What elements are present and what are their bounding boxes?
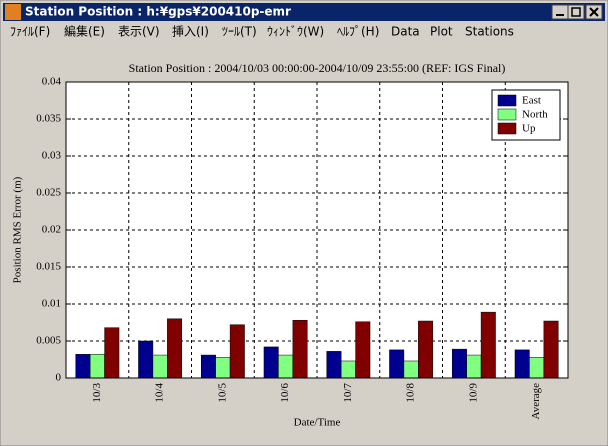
app-icon	[5, 4, 21, 20]
legend-label: East	[522, 95, 541, 107]
legend-swatch	[497, 94, 517, 107]
bar	[215, 357, 231, 379]
menu-item[interactable]: 編集(E)	[64, 24, 105, 39]
window-title: Station Position : h:¥gps¥200410p-emr	[25, 5, 291, 19]
x-tick-label: 10/9	[467, 383, 479, 403]
menu-item[interactable]: Stations	[465, 25, 514, 39]
menu-item[interactable]: Data	[391, 25, 420, 39]
menu-item[interactable]: ﾌｧｲﾙ(F)	[10, 25, 50, 39]
y-tick-label: 0.01	[42, 298, 61, 310]
x-tick-label: 10/5	[216, 383, 228, 403]
bar	[263, 346, 279, 379]
y-tick-label: 0.04	[42, 76, 62, 88]
x-tick-label: 10/8	[405, 383, 417, 403]
legend-label: Up	[522, 123, 536, 135]
chart-title: Station Position : 2004/10/03 00:00:00-2…	[129, 61, 506, 75]
y-tick-label: 0.035	[36, 113, 61, 125]
bar	[89, 354, 105, 379]
bar	[340, 360, 356, 379]
bar	[292, 320, 308, 379]
minimize-button[interactable]	[551, 4, 569, 20]
bar	[529, 357, 545, 379]
bar	[326, 351, 342, 379]
bar	[418, 320, 434, 379]
bar	[278, 354, 294, 379]
x-tick-label: 10/6	[279, 383, 291, 403]
legend-swatch	[497, 108, 517, 121]
bar	[152, 354, 168, 379]
maximize-button[interactable]	[567, 4, 585, 20]
legend-swatch	[497, 122, 517, 135]
y-tick-label: 0.025	[36, 187, 61, 199]
x-tick-label: 10/3	[91, 383, 103, 403]
legend-label: North	[522, 109, 548, 121]
menu-item[interactable]: Plot	[430, 25, 453, 39]
y-tick-label: 0	[56, 372, 62, 384]
y-tick-label: 0.015	[36, 261, 61, 273]
bar	[200, 354, 216, 379]
bar	[138, 340, 154, 379]
x-tick-label: 10/7	[342, 383, 354, 403]
bar	[355, 321, 371, 379]
plot-border	[65, 81, 569, 379]
y-tick-label: 0.02	[42, 224, 61, 236]
title-bar	[3, 3, 605, 21]
menu-item[interactable]: 表示(V)	[118, 25, 160, 39]
bar	[389, 349, 405, 379]
bar	[403, 360, 419, 379]
menu-item[interactable]: ﾍﾙﾌﾟ(H)	[337, 25, 379, 39]
bar	[480, 311, 496, 379]
bar	[451, 348, 467, 379]
y-axis-label: Position RMS Error (m)	[12, 176, 24, 283]
bar	[229, 324, 245, 379]
y-tick-label: 0.03	[42, 150, 62, 162]
menu-item[interactable]: ｳｨﾝﾄﾞｳ(W)	[267, 25, 324, 39]
x-tick-label: Average	[530, 383, 542, 420]
bar	[514, 349, 530, 379]
bar	[167, 318, 183, 379]
x-axis-label: Date/Time	[294, 417, 341, 429]
menu-item[interactable]: 挿入(I)	[172, 25, 209, 39]
bar	[466, 354, 482, 379]
maximize-glyph	[571, 7, 581, 17]
bar	[543, 320, 559, 379]
menu-item[interactable]: ﾂｰﾙ(T)	[222, 25, 257, 39]
bar	[104, 327, 120, 379]
x-tick-label: 10/4	[154, 383, 166, 403]
close-glyph	[589, 7, 599, 17]
y-tick-label: 0.005	[36, 335, 61, 347]
bar	[75, 354, 91, 379]
